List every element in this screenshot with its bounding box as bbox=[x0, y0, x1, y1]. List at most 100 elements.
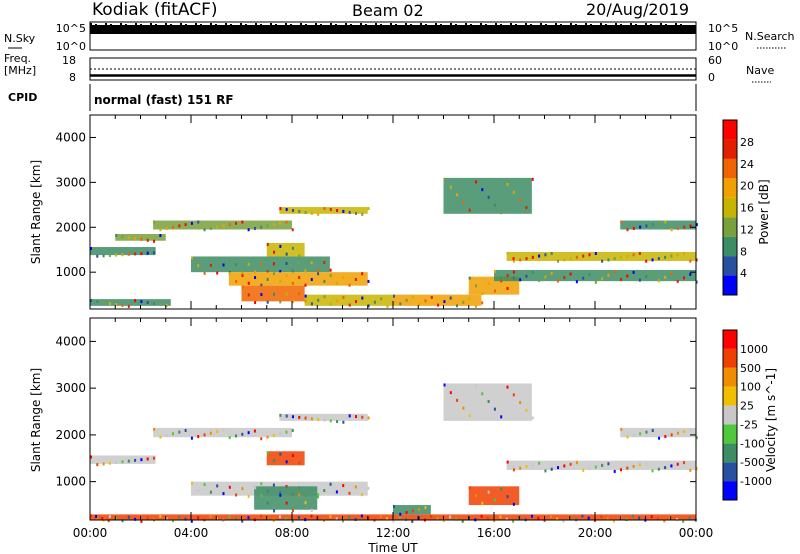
x-tick-label: 04:00 bbox=[174, 526, 209, 540]
scatter-pixel bbox=[146, 457, 149, 461]
x-tick-label: 00:00 bbox=[73, 526, 108, 540]
scatter-pixel bbox=[279, 432, 282, 436]
scatter-pixel bbox=[664, 255, 667, 259]
scatter-pixel bbox=[639, 432, 642, 436]
colorbar-segment bbox=[723, 481, 737, 500]
scatter-pixel bbox=[329, 482, 332, 486]
scatter-pixel bbox=[279, 493, 282, 497]
power-colorbar-label: Power [dB] bbox=[757, 179, 771, 244]
scatter-pixel bbox=[178, 515, 181, 519]
scatter-pixel bbox=[475, 180, 477, 184]
noise-search-point bbox=[180, 23, 182, 25]
scatter-pixel bbox=[285, 208, 288, 212]
scatter-pixel bbox=[90, 455, 92, 459]
scatter-pixel bbox=[291, 228, 294, 232]
scatter-pixel bbox=[190, 436, 193, 440]
scatter-pixel bbox=[272, 483, 275, 487]
noise-search-point bbox=[460, 25, 462, 27]
x-tick-label: 12:00 bbox=[376, 526, 411, 540]
scatter-pixel bbox=[298, 292, 301, 296]
scatter-pixel bbox=[298, 261, 301, 265]
scatter-region bbox=[279, 413, 368, 421]
noise-search-point bbox=[365, 24, 367, 26]
scatter-pixel bbox=[411, 295, 414, 299]
noise-search-point bbox=[285, 23, 287, 25]
scatter-pixel bbox=[664, 466, 667, 470]
scatter-pixel bbox=[380, 297, 383, 301]
noise-search-point bbox=[355, 25, 357, 27]
scatter-pixel bbox=[310, 211, 313, 215]
scatter-pixel bbox=[600, 515, 603, 519]
noise-search-point bbox=[555, 23, 557, 25]
noise-search-point bbox=[475, 25, 477, 27]
scatter-pixel bbox=[525, 257, 528, 261]
noise-search-point bbox=[250, 25, 252, 27]
scatter-pixel bbox=[253, 429, 256, 433]
y-tick-label: 1000 bbox=[55, 475, 86, 489]
scatter-pixel bbox=[581, 514, 584, 518]
scatter-pixel bbox=[279, 221, 282, 225]
colorbar-segment bbox=[723, 197, 737, 218]
scatter-pixel bbox=[689, 428, 692, 432]
freq-label-line2: [MHz] bbox=[4, 64, 36, 77]
scatter-pixel bbox=[115, 302, 118, 306]
scatter-pixel bbox=[159, 514, 162, 518]
noise-search-point bbox=[630, 23, 632, 25]
scatter-pixel bbox=[304, 501, 307, 505]
colorbar-tick-label: 12 bbox=[740, 223, 754, 236]
scatter-pixel bbox=[146, 238, 149, 242]
scatter-pixel bbox=[279, 300, 282, 304]
noise-search-point bbox=[660, 23, 662, 25]
scatter-pixel bbox=[544, 275, 547, 279]
scatter-pixel bbox=[134, 517, 137, 521]
noise-search-point bbox=[635, 24, 637, 26]
colorbar-segment bbox=[723, 139, 737, 159]
scatter-pixel bbox=[272, 433, 275, 437]
scatter-region bbox=[254, 486, 318, 510]
cpid-label: CPID bbox=[8, 91, 37, 104]
scatter-pixel bbox=[361, 296, 364, 300]
scatter-pixel bbox=[298, 209, 301, 213]
scatter-pixel bbox=[279, 452, 282, 456]
scatter-pixel bbox=[140, 458, 143, 462]
scatter-pixel bbox=[430, 295, 433, 299]
scatter-pixel bbox=[342, 209, 345, 213]
scatter-pixel bbox=[310, 508, 313, 512]
scatter-pixel bbox=[631, 514, 634, 518]
scatter-pixel bbox=[506, 286, 509, 290]
scatter-pixel bbox=[468, 208, 471, 212]
scatter-pixel bbox=[361, 212, 364, 216]
scatter-pixel bbox=[165, 226, 168, 230]
scatter-pixel bbox=[159, 435, 162, 439]
scatter-pixel bbox=[96, 463, 99, 467]
scatter-pixel bbox=[291, 454, 294, 458]
scatter-pixel bbox=[512, 519, 515, 523]
scatter-pixel bbox=[108, 461, 111, 465]
scatter-pixel bbox=[405, 511, 408, 515]
noise-search-point bbox=[340, 25, 342, 27]
scatter-pixel bbox=[569, 257, 572, 261]
noise-search-point bbox=[100, 25, 102, 27]
x-axis-title: Time UT bbox=[367, 541, 418, 554]
nave-tick-bottom: 0 bbox=[708, 71, 715, 84]
noise-search-point bbox=[540, 23, 542, 25]
scatter-pixel bbox=[209, 431, 212, 435]
noise-search-point bbox=[480, 23, 482, 25]
scatter-pixel bbox=[449, 391, 452, 395]
velocity-panel-frame bbox=[89, 317, 697, 521]
noise-search-point bbox=[210, 23, 212, 25]
noise-search-point bbox=[310, 25, 312, 27]
scatter-pixel bbox=[695, 467, 698, 471]
scatter-pixel bbox=[424, 506, 427, 510]
colorbar-segment bbox=[723, 443, 737, 463]
noise-search-point bbox=[510, 23, 512, 25]
noise-search-point bbox=[335, 24, 337, 26]
scatter-pixel bbox=[493, 203, 496, 207]
scatter-pixel bbox=[90, 247, 92, 251]
scatter-pixel bbox=[645, 275, 648, 279]
scatter-pixel bbox=[506, 460, 509, 464]
noise-search-point bbox=[105, 23, 107, 25]
scatter-pixel bbox=[178, 430, 181, 434]
scatter-pixel bbox=[632, 464, 635, 468]
scatter-pixel bbox=[512, 465, 515, 469]
